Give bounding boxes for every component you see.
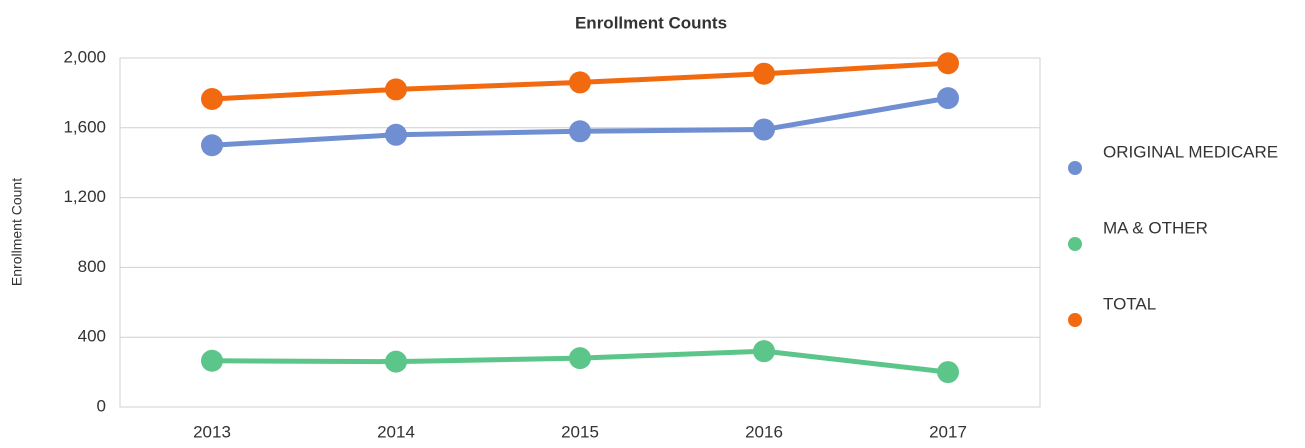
legend-label: MA & OTHER [1103, 218, 1208, 237]
legend-label: TOTAL [1103, 294, 1156, 313]
legend-marker [1068, 161, 1082, 175]
y-tick-label: 0 [97, 396, 106, 415]
point [937, 52, 959, 75]
point [201, 88, 223, 111]
point [201, 134, 223, 157]
point [385, 123, 407, 146]
x-tick-label: 2014 [377, 422, 415, 441]
y-tick-label: 800 [78, 257, 106, 276]
x-tick-label: 2013 [193, 422, 231, 441]
point [937, 361, 959, 384]
y-tick-label: 400 [78, 327, 106, 346]
y-tick-label: 1,200 [63, 187, 106, 206]
point [753, 340, 775, 363]
point [569, 120, 591, 143]
x-tick-label: 2017 [929, 422, 967, 441]
legend-marker [1068, 313, 1082, 327]
chart-title: Enrollment Counts [575, 13, 727, 32]
point [753, 118, 775, 141]
point [385, 350, 407, 373]
point [937, 87, 959, 110]
point [385, 78, 407, 101]
y-tick-label: 2,000 [63, 47, 106, 66]
point [753, 62, 775, 85]
y-tick-label: 1,600 [63, 117, 106, 136]
legend-label: ORIGINAL MEDICARE [1103, 142, 1278, 161]
x-tick-label: 2015 [561, 422, 599, 441]
point [569, 347, 591, 370]
legend-marker [1068, 237, 1082, 251]
point [201, 349, 223, 372]
x-tick-label: 2016 [745, 422, 783, 441]
y-axis-label: Enrollment Count [9, 178, 25, 286]
point [569, 71, 591, 94]
